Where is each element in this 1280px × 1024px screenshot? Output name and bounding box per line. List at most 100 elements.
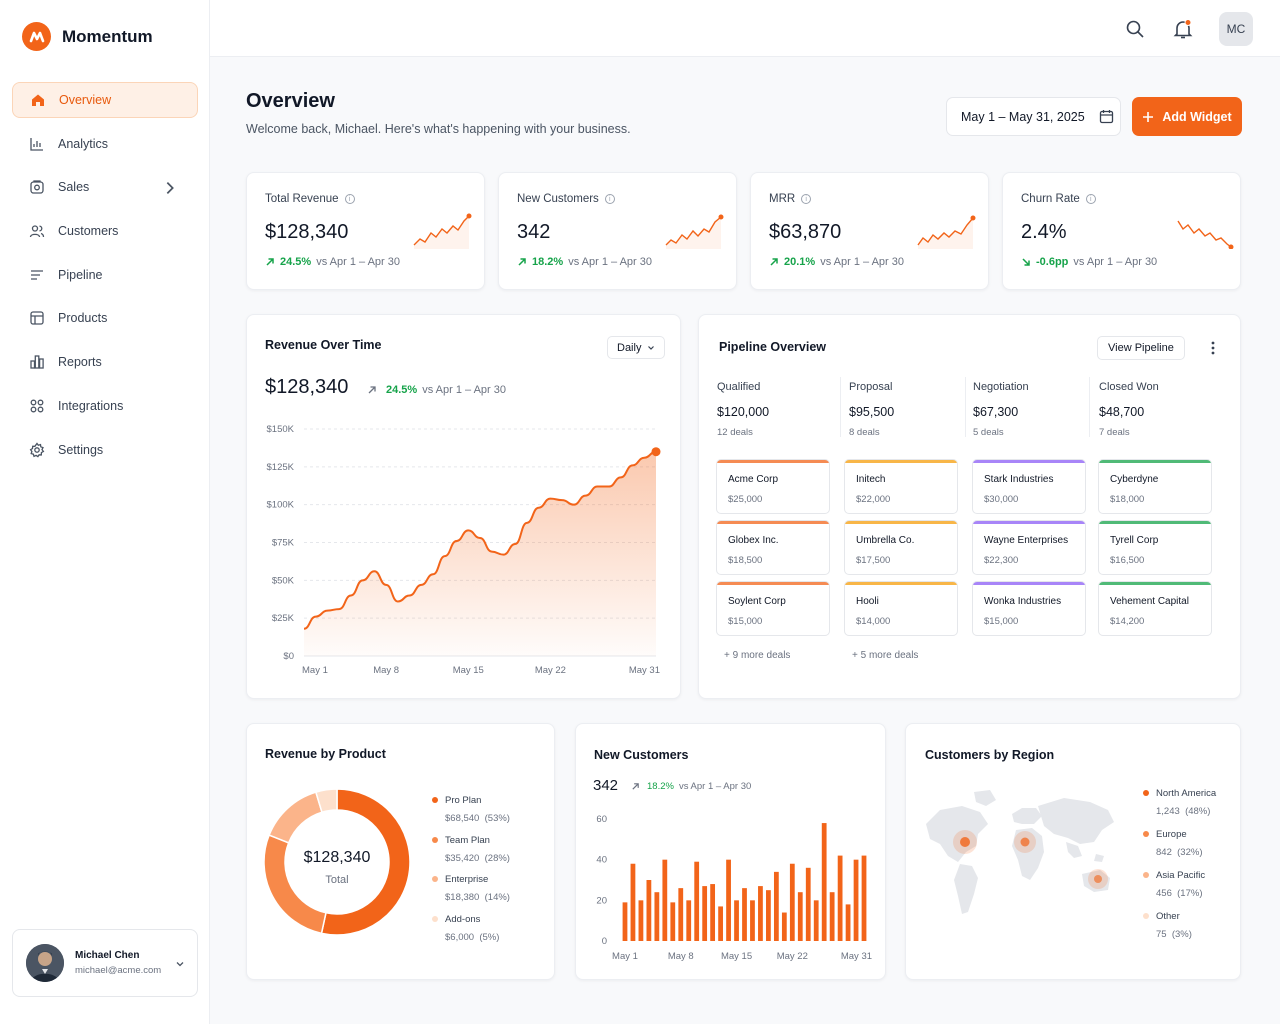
more-vertical-icon[interactable] (1207, 340, 1219, 356)
sidebar-item-reports[interactable]: Reports (12, 344, 198, 380)
date-range-picker[interactable]: May 1 – May 31, 2025 (946, 97, 1121, 136)
search-icon[interactable] (1124, 18, 1146, 40)
view-pipeline-button[interactable]: View Pipeline (1097, 336, 1185, 360)
pipeline-overview-card: Pipeline Overview View Pipeline Qualifie… (698, 314, 1241, 699)
home-icon (32, 94, 44, 106)
revenue-donut-chart (263, 788, 411, 936)
deal-name: Cyberdyne (1110, 474, 1159, 485)
deal-card[interactable]: Wonka Industries $15,000 (972, 581, 1086, 636)
kpi-value: $63,870 (769, 221, 842, 243)
stage-value: $95,500 (849, 405, 895, 419)
x-tick-label: May 31 (629, 665, 660, 676)
y-tick-label: 60 (596, 814, 607, 825)
stage-deals: 5 deals (973, 427, 1004, 438)
stage-deals: 8 deals (849, 427, 880, 438)
y-tick-label: 20 (596, 895, 607, 906)
info-icon[interactable]: i (344, 194, 355, 204)
user-email: michael@acme.com (75, 965, 162, 976)
sidebar-item-pipeline[interactable]: Pipeline (12, 257, 198, 293)
arrow-up-right-icon (770, 258, 778, 266)
deal-name: Hooli (856, 596, 879, 607)
deal-card[interactable]: Tyrell Corp $16,500 (1098, 520, 1212, 575)
add-widget-button[interactable]: Add Widget (1132, 97, 1242, 136)
legend-pct: (28%) (484, 853, 510, 864)
info-icon[interactable]: i (604, 194, 615, 204)
chevron-right-icon (166, 182, 174, 195)
y-tick-label: $125K (267, 462, 295, 473)
sidebar-item-settings[interactable]: Settings (12, 432, 198, 468)
chevron-down-icon (176, 962, 184, 967)
legend-dot (432, 916, 438, 922)
deal-card[interactable]: Globex Inc. $18,500 (716, 520, 830, 575)
info-icon[interactable]: i (801, 194, 812, 204)
sidebar-item-integrations[interactable]: Integrations (12, 388, 198, 424)
new-customers-delta: 18.2% (647, 781, 674, 792)
legend-value: 1,243 (1156, 806, 1180, 817)
sidebar-item-label: Customers (58, 224, 119, 239)
x-tick-label: May 15 (453, 665, 484, 676)
bar (853, 859, 859, 941)
kpi-card-total-revenue: Total Revenue i $128,340 24.5% vs Apr 1 – … (246, 172, 485, 290)
new-customers-chart-card: New Customers 342 18.2% vs Apr 1 – Apr 30… (575, 723, 886, 980)
stage-value: $48,700 (1099, 405, 1145, 419)
stage-deals: 12 deals (717, 427, 753, 438)
legend-value: 456 (1156, 888, 1172, 899)
deal-card[interactable]: Umbrella Co. $17,500 (844, 520, 958, 575)
legend-pct: (3%) (1171, 929, 1192, 940)
deal-card[interactable]: Stark Industries $30,000 (972, 459, 1086, 514)
legend-value: $18,380 (445, 892, 480, 903)
deal-amount: $22,000 (856, 494, 891, 505)
new-customers-bar-chart: 0 20 40 60 May 1 May 8 May 15 May 22 May 31 (596, 814, 872, 962)
deal-card[interactable]: Vehement Capital $14,200 (1098, 581, 1212, 636)
stage-closed-won: Closed Won $48,700 7 deals (1099, 381, 1159, 438)
card-title: Revenue by Product (265, 747, 386, 761)
legend-value: 842 (1156, 847, 1172, 858)
sidebar-item-sales[interactable]: Sales (12, 169, 198, 205)
more-deals-link[interactable]: + 5 more deals (852, 650, 919, 661)
chevron-down-icon (648, 345, 655, 350)
deal-card[interactable]: Acme Corp $25,000 (716, 459, 830, 514)
deal-name: Wayne Enterprises (984, 535, 1069, 546)
bar (622, 902, 628, 941)
box-icon (30, 311, 44, 326)
user-avatar-button[interactable]: MC (1219, 12, 1253, 46)
info-icon[interactable]: i (1085, 194, 1096, 204)
deal-name: Umbrella Co. (856, 535, 915, 546)
deal-amount: $16,500 (1110, 555, 1145, 566)
kpi-compare: vs Apr 1 – Apr 30 (316, 256, 400, 268)
legend-pct: (53%) (484, 813, 510, 824)
sidebar-item-customers[interactable]: Customers (12, 213, 198, 249)
deal-amount: $14,200 (1110, 616, 1145, 627)
deal-name: Stark Industries (984, 474, 1054, 485)
sidebar-item-products[interactable]: Products (12, 300, 198, 336)
granularity-select[interactable]: Daily (607, 336, 666, 359)
arrow-down-right-icon (1022, 258, 1030, 266)
kpi-card-churn-rate: Churn Rate i 2.4% -0.6pp vs Apr 1 – Apr 30 (1002, 172, 1241, 290)
bar (726, 859, 731, 941)
app-logo[interactable]: Momentum (22, 22, 153, 51)
legend-label: North America (1156, 788, 1217, 799)
sidebar-item-overview[interactable]: Overview (12, 82, 198, 118)
deal-name: Vehement Capital (1110, 596, 1189, 607)
arrow-up-right-icon (266, 258, 274, 266)
sidebar-item-label: Settings (58, 442, 104, 457)
x-tick-label: May 31 (841, 951, 872, 962)
users-icon (29, 225, 45, 238)
marker-north-america (960, 837, 970, 847)
sidebar-item-analytics[interactable]: Analytics (12, 126, 198, 162)
stage-proposal: Proposal $95,500 8 deals (849, 381, 894, 438)
momentum-logo-icon (22, 22, 51, 51)
date-range-label: May 1 – May 31, 2025 (961, 109, 1085, 124)
legend-pct: (48%) (1185, 806, 1211, 817)
legend-label: Pro Plan (445, 795, 482, 806)
deal-card[interactable]: Soylent Corp $15,000 (716, 581, 830, 636)
user-profile-card[interactable]: Michael Chen michael@acme.com (12, 929, 198, 997)
deal-card[interactable]: Initech $22,000 (844, 459, 958, 514)
more-deals-link[interactable]: + 9 more deals (724, 650, 791, 661)
bell-icon[interactable] (1172, 18, 1194, 40)
deal-card[interactable]: Wayne Enterprises $22,300 (972, 520, 1086, 575)
bar (861, 855, 867, 941)
deal-card[interactable]: Cyberdyne $18,000 (1098, 459, 1212, 514)
deal-card[interactable]: Hooli $14,000 (844, 581, 958, 636)
donut-total-value: $128,340 (303, 849, 371, 866)
